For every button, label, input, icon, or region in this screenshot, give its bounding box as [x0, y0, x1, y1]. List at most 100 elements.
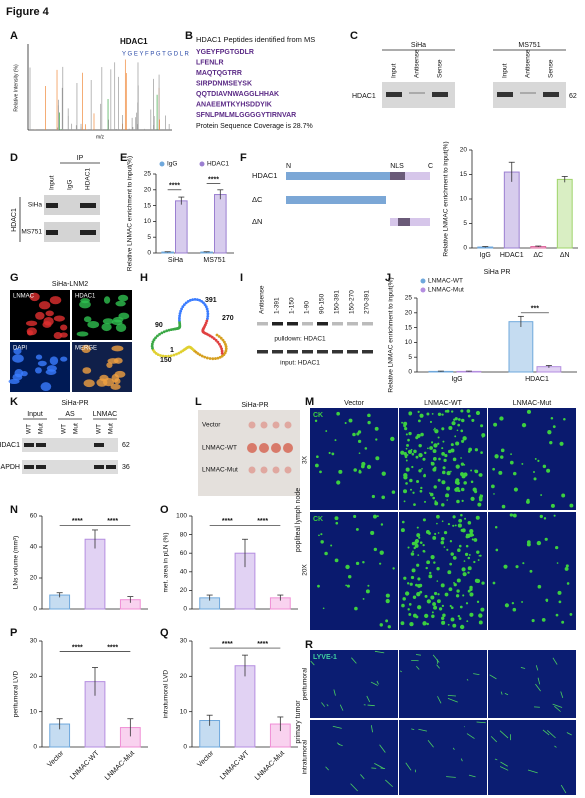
peptide: SIRPDNMSEYSK — [196, 80, 252, 87]
ck-signal — [436, 514, 440, 519]
ck-signal — [467, 556, 471, 560]
micrograph — [310, 408, 398, 510]
label: LNMAC-WT — [424, 400, 462, 407]
ck-signal — [475, 410, 481, 416]
ck-signal — [355, 527, 359, 531]
cell — [38, 301, 51, 310]
ck-signal — [403, 489, 408, 494]
ck-signal — [334, 558, 339, 563]
ck-signal — [426, 599, 431, 604]
cell — [60, 356, 68, 362]
peptide: ANAEEMTKYHSDDYIK — [196, 101, 272, 108]
ck-signal — [411, 465, 414, 469]
nucleotide — [220, 349, 224, 353]
ck-signal — [533, 477, 537, 481]
nucleotide — [193, 297, 197, 301]
ck-signal — [330, 544, 333, 547]
ck-signal — [446, 499, 449, 501]
ck-signal — [331, 452, 335, 456]
ck-signal — [405, 467, 410, 472]
ck-signal — [473, 538, 478, 542]
nucleotide — [156, 353, 160, 357]
ck-signal — [550, 417, 554, 420]
lyve-vessel — [566, 732, 572, 736]
lyve-vessel — [476, 721, 486, 724]
label: HDAC1 — [0, 442, 20, 449]
ck-signal — [446, 548, 449, 551]
ck-signal — [432, 602, 436, 607]
ck-signal — [460, 528, 464, 532]
ck-signal — [547, 430, 552, 435]
ck-signal — [400, 528, 405, 533]
label: WT — [61, 424, 68, 434]
ck-signal — [423, 550, 426, 553]
ck-signal — [464, 517, 467, 520]
ck-signal — [373, 547, 378, 552]
label: C — [428, 163, 433, 170]
label: peritumoral — [302, 667, 309, 700]
ck-signal — [512, 513, 517, 518]
ck-signal — [417, 419, 421, 423]
ck-signal — [446, 409, 450, 413]
label: Sense — [437, 59, 444, 78]
ck-signal — [441, 503, 445, 507]
ck-signal — [416, 533, 421, 538]
ck-signal — [477, 502, 482, 507]
bar — [214, 194, 227, 254]
label: 62 — [122, 442, 130, 449]
cell — [45, 310, 54, 317]
ck-signal — [441, 480, 446, 485]
y-tick-label: 0 — [147, 250, 151, 257]
label: Input — [27, 411, 43, 418]
band — [287, 322, 298, 326]
ck-signal — [443, 546, 446, 548]
lyve-vessel — [436, 664, 440, 669]
ck-signal — [564, 566, 569, 571]
ck-signal — [317, 584, 320, 588]
band — [409, 92, 425, 94]
ck-signal — [546, 468, 551, 473]
ck-signal — [498, 470, 503, 475]
label: CK — [313, 516, 323, 523]
panel-label: M — [305, 396, 314, 408]
ck-signal — [336, 411, 340, 416]
ck-signal — [437, 478, 441, 482]
ck-signal — [405, 482, 408, 485]
cell — [35, 311, 45, 320]
cell — [80, 298, 90, 304]
panel-label: P — [10, 627, 17, 639]
ck-signal — [403, 421, 408, 426]
ck-signal — [457, 423, 461, 427]
y-tick-label: 10 — [180, 708, 188, 715]
nucleotide — [203, 303, 207, 306]
lyve-vessel — [500, 691, 503, 695]
nucleotide — [206, 312, 210, 316]
micrograph — [399, 720, 487, 795]
ck-signal — [448, 425, 453, 431]
ck-signal — [477, 559, 480, 561]
ck-signal — [320, 533, 323, 536]
cell — [111, 345, 124, 352]
ck-signal — [501, 504, 506, 509]
ck-signal — [569, 503, 574, 508]
lyve-vessel — [415, 654, 421, 656]
ck-signal — [362, 598, 365, 600]
significance: **** — [257, 518, 268, 525]
y-tick-label: 25 — [405, 295, 413, 302]
lyve-vessel — [552, 657, 558, 665]
nucleotide — [206, 317, 209, 321]
ck-signal — [318, 534, 320, 537]
legend-label: IgG — [167, 161, 177, 168]
ck-signal — [336, 480, 341, 485]
label: SiHa — [28, 202, 42, 209]
ck-signal — [461, 499, 464, 503]
ck-signal — [407, 546, 410, 549]
nucleotide — [167, 354, 170, 358]
blot — [22, 460, 118, 474]
ck-signal — [316, 455, 319, 459]
ck-signal — [385, 598, 390, 604]
band — [46, 203, 58, 208]
label: 391 — [205, 297, 217, 304]
ck-signal — [549, 441, 553, 445]
ck-signal — [457, 523, 462, 528]
